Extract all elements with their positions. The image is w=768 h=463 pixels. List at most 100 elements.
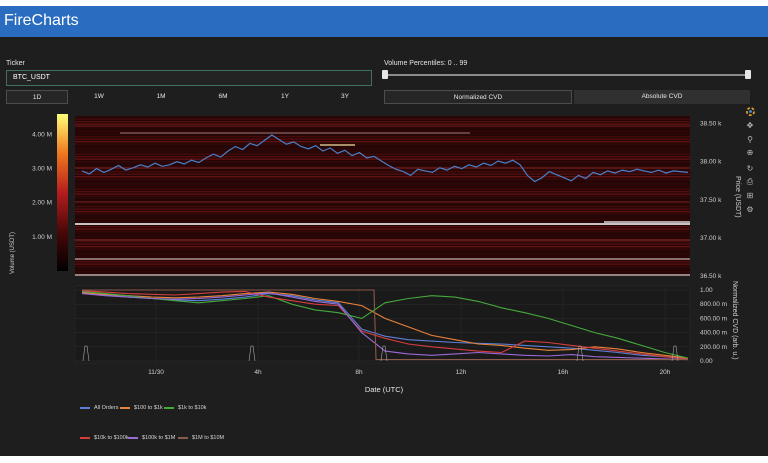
legend-item-10k-to-100k[interactable]: $10k to $100k bbox=[80, 435, 129, 441]
timeframe-1w-button[interactable]: 1W bbox=[94, 93, 104, 100]
normalized-cvd-button[interactable]: Normalized CVD bbox=[384, 90, 572, 104]
volume-colorbar bbox=[57, 114, 68, 271]
percentile-slider-max-handle[interactable] bbox=[745, 70, 751, 79]
heatmap-band bbox=[75, 176, 690, 178]
legend-item-all-orders[interactable]: All Orders bbox=[80, 405, 118, 411]
colorbar-tick-label: 4.00 M bbox=[32, 131, 52, 138]
settings-icon[interactable]: ⚙ bbox=[746, 205, 754, 214]
heatmap-band bbox=[75, 178, 690, 180]
date-tick-label: 4h bbox=[254, 369, 262, 376]
date-tick-label: 20h bbox=[660, 369, 671, 376]
price-tick-label: 36.50 k bbox=[700, 273, 722, 280]
ticker-label: Ticker bbox=[6, 60, 25, 67]
cvd-event-marker bbox=[380, 345, 388, 362]
colorbar-tick-label: 3.00 M bbox=[32, 166, 52, 173]
heatmap-band bbox=[75, 233, 690, 235]
heatmap-band bbox=[75, 166, 690, 168]
date-tick-label: 8h bbox=[355, 369, 363, 376]
heatmap-band bbox=[75, 226, 690, 228]
heatmap-band bbox=[75, 213, 690, 215]
legend-item-100-to-1k[interactable]: $100 to $1k bbox=[120, 405, 163, 411]
cvd-series-line bbox=[81, 292, 689, 361]
cvd-tick-label: 600.00 m bbox=[700, 315, 727, 322]
cvd-tick-label: 200.00 m bbox=[700, 344, 727, 351]
cvd-series-line bbox=[81, 290, 689, 360]
heatmap-band bbox=[75, 221, 690, 223]
cvd-tick-label: 0.00 bbox=[700, 358, 713, 365]
cvd-series-line bbox=[81, 291, 689, 360]
heatmap-band bbox=[75, 238, 690, 240]
price-tick-label: 37.00 k bbox=[700, 235, 722, 242]
percentile-slider-min-handle[interactable] bbox=[382, 70, 388, 79]
heatmap-band bbox=[75, 263, 690, 265]
heatmap-band bbox=[75, 271, 690, 273]
cvd-tick-label: 1.00 bbox=[700, 287, 713, 294]
colorbar-tick-label: 1.00 M bbox=[32, 234, 52, 241]
percentile-slider-track[interactable] bbox=[386, 74, 750, 76]
heatmap-band bbox=[75, 181, 690, 183]
autoscale-icon[interactable]: ⊞ bbox=[746, 191, 754, 200]
legend-item-100k-to-1m[interactable]: $100k to $1M bbox=[128, 435, 175, 441]
heatmap-band bbox=[75, 236, 690, 238]
heatmap-band bbox=[75, 193, 690, 195]
heatmap-band bbox=[75, 216, 690, 218]
app-header: FireCharts bbox=[0, 6, 768, 37]
heatmap-band bbox=[75, 191, 690, 193]
heatmap-band bbox=[75, 228, 690, 230]
timeframe-3y-button[interactable]: 3Y bbox=[341, 93, 349, 100]
legend-item-1m-to-10m[interactable]: $1M to $10M bbox=[178, 435, 224, 441]
cvd-event-marker bbox=[248, 345, 256, 362]
cvd-series-line bbox=[82, 289, 688, 361]
heatmap-band bbox=[75, 183, 690, 185]
timeframe-1y-button[interactable]: 1Y bbox=[281, 93, 289, 100]
heatmap-band bbox=[75, 243, 690, 245]
timeframe-1m-button[interactable]: 1M bbox=[156, 93, 166, 100]
firecharts-app: FireCharts Ticker BTC_USDT Volume Percen… bbox=[0, 6, 768, 456]
cvd-axis-label: Normalized CVD (arb. u.) bbox=[731, 281, 738, 360]
price-line bbox=[81, 134, 689, 183]
heatmap-band bbox=[75, 196, 690, 198]
price-tick-label: 38.50 k bbox=[700, 121, 722, 128]
heatmap-band bbox=[75, 148, 690, 150]
heatmap-band bbox=[75, 146, 690, 148]
reset-icon[interactable]: ↻ bbox=[746, 164, 754, 173]
date-axis-label: Date (UTC) bbox=[365, 385, 404, 394]
heatmap-band bbox=[75, 133, 690, 135]
pan-icon[interactable]: ✥ bbox=[746, 121, 754, 130]
heatmap-band bbox=[75, 203, 690, 205]
cvd-tick-label: 800.00 m bbox=[700, 301, 727, 308]
heatmap-band bbox=[75, 266, 690, 268]
colorbar-tick-label: 2.00 M bbox=[32, 200, 52, 207]
heatmap-band bbox=[75, 158, 690, 160]
heatmap-band bbox=[75, 138, 690, 140]
heatmap-band bbox=[75, 173, 690, 175]
ticker-input[interactable]: BTC_USDT bbox=[6, 70, 372, 86]
price-tick-label: 38.00 k bbox=[700, 159, 722, 166]
timeframe-6m-button[interactable]: 6M bbox=[218, 93, 228, 100]
cvd-tick-label: 400.00 m bbox=[700, 330, 727, 337]
ticker-value: BTC_USDT bbox=[13, 74, 50, 81]
heatmap-band bbox=[75, 198, 690, 200]
zoom-icon[interactable]: ⚲ bbox=[747, 135, 753, 144]
heatmap-band bbox=[75, 131, 690, 133]
timeframe-1d-button[interactable]: 1D bbox=[6, 90, 68, 104]
heatmap-band bbox=[75, 186, 690, 188]
download-icon[interactable]: ⎙ bbox=[746, 177, 754, 186]
cvd-event-marker bbox=[82, 345, 90, 362]
chart-area[interactable]: 4.00 M 3.00 M 2.00 M 1.00 M Volume (USDT) 3… bbox=[0, 106, 768, 456]
zoom-in-icon[interactable]: ⊕ bbox=[746, 148, 754, 157]
heatmap-band bbox=[75, 168, 690, 170]
percentile-label: Volume Percentiles: 0 .. 99 bbox=[384, 60, 468, 67]
heatmap-band bbox=[75, 248, 690, 250]
heatmap-band bbox=[75, 156, 690, 158]
legend-item-1k-to-10k[interactable]: $1k to $10k bbox=[164, 405, 206, 411]
absolute-cvd-button[interactable]: Absolute CVD bbox=[574, 90, 750, 104]
heatmap-band bbox=[75, 153, 690, 155]
color-wheel-icon[interactable] bbox=[745, 107, 755, 117]
heatmap-band bbox=[75, 143, 690, 145]
heatmap-band bbox=[75, 123, 690, 125]
date-tick-label: 12h bbox=[456, 369, 467, 376]
price-tick-label: 37.50 k bbox=[700, 197, 722, 204]
heatmap-band bbox=[75, 116, 690, 118]
heatmap-band bbox=[75, 231, 690, 233]
